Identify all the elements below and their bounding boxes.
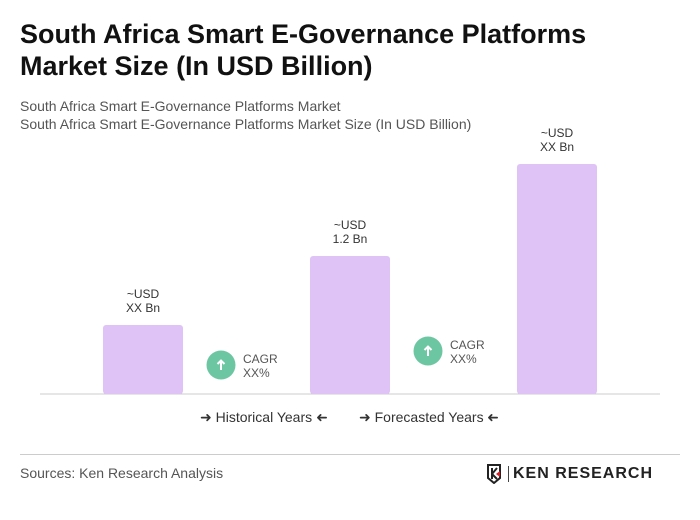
legend-historical: ➜ Historical Years ➜ [200, 409, 328, 425]
data-label: ~USD [541, 126, 574, 140]
source-text: Sources: Ken Research Analysis [20, 465, 224, 481]
page-title: South Africa Smart E-Governance Platform… [20, 19, 587, 81]
logo-text: KEN RESEARCH [513, 465, 654, 482]
bar [517, 164, 597, 394]
cagr-label: CAGR [450, 338, 485, 352]
data-label: XX Bn [126, 301, 160, 315]
ken-research-logo: KEN RESEARCH [486, 464, 653, 484]
subtitle-2: South Africa Smart E-Governance Platform… [20, 116, 472, 132]
data-label: 1.2 Bn [333, 232, 368, 246]
subtitle: South Africa Smart E-Governance Platform… [20, 98, 341, 114]
data-label: ~USD [127, 287, 160, 301]
divider [20, 454, 680, 455]
cagr-label: CAGR [243, 352, 278, 366]
logo-icon [487, 464, 501, 484]
legend-forecast: ➜ Forecasted Years ➜ [359, 409, 500, 425]
legend-forecast-label: Forecasted Years [374, 409, 484, 425]
cagr-value: XX% [243, 366, 270, 380]
legend-historical-label: Historical Years [215, 409, 313, 425]
data-label: ~USD [334, 218, 367, 232]
bar [310, 256, 390, 394]
bar [103, 325, 183, 394]
cagr-value: XX% [450, 352, 477, 366]
data-label: XX Bn [540, 140, 574, 154]
